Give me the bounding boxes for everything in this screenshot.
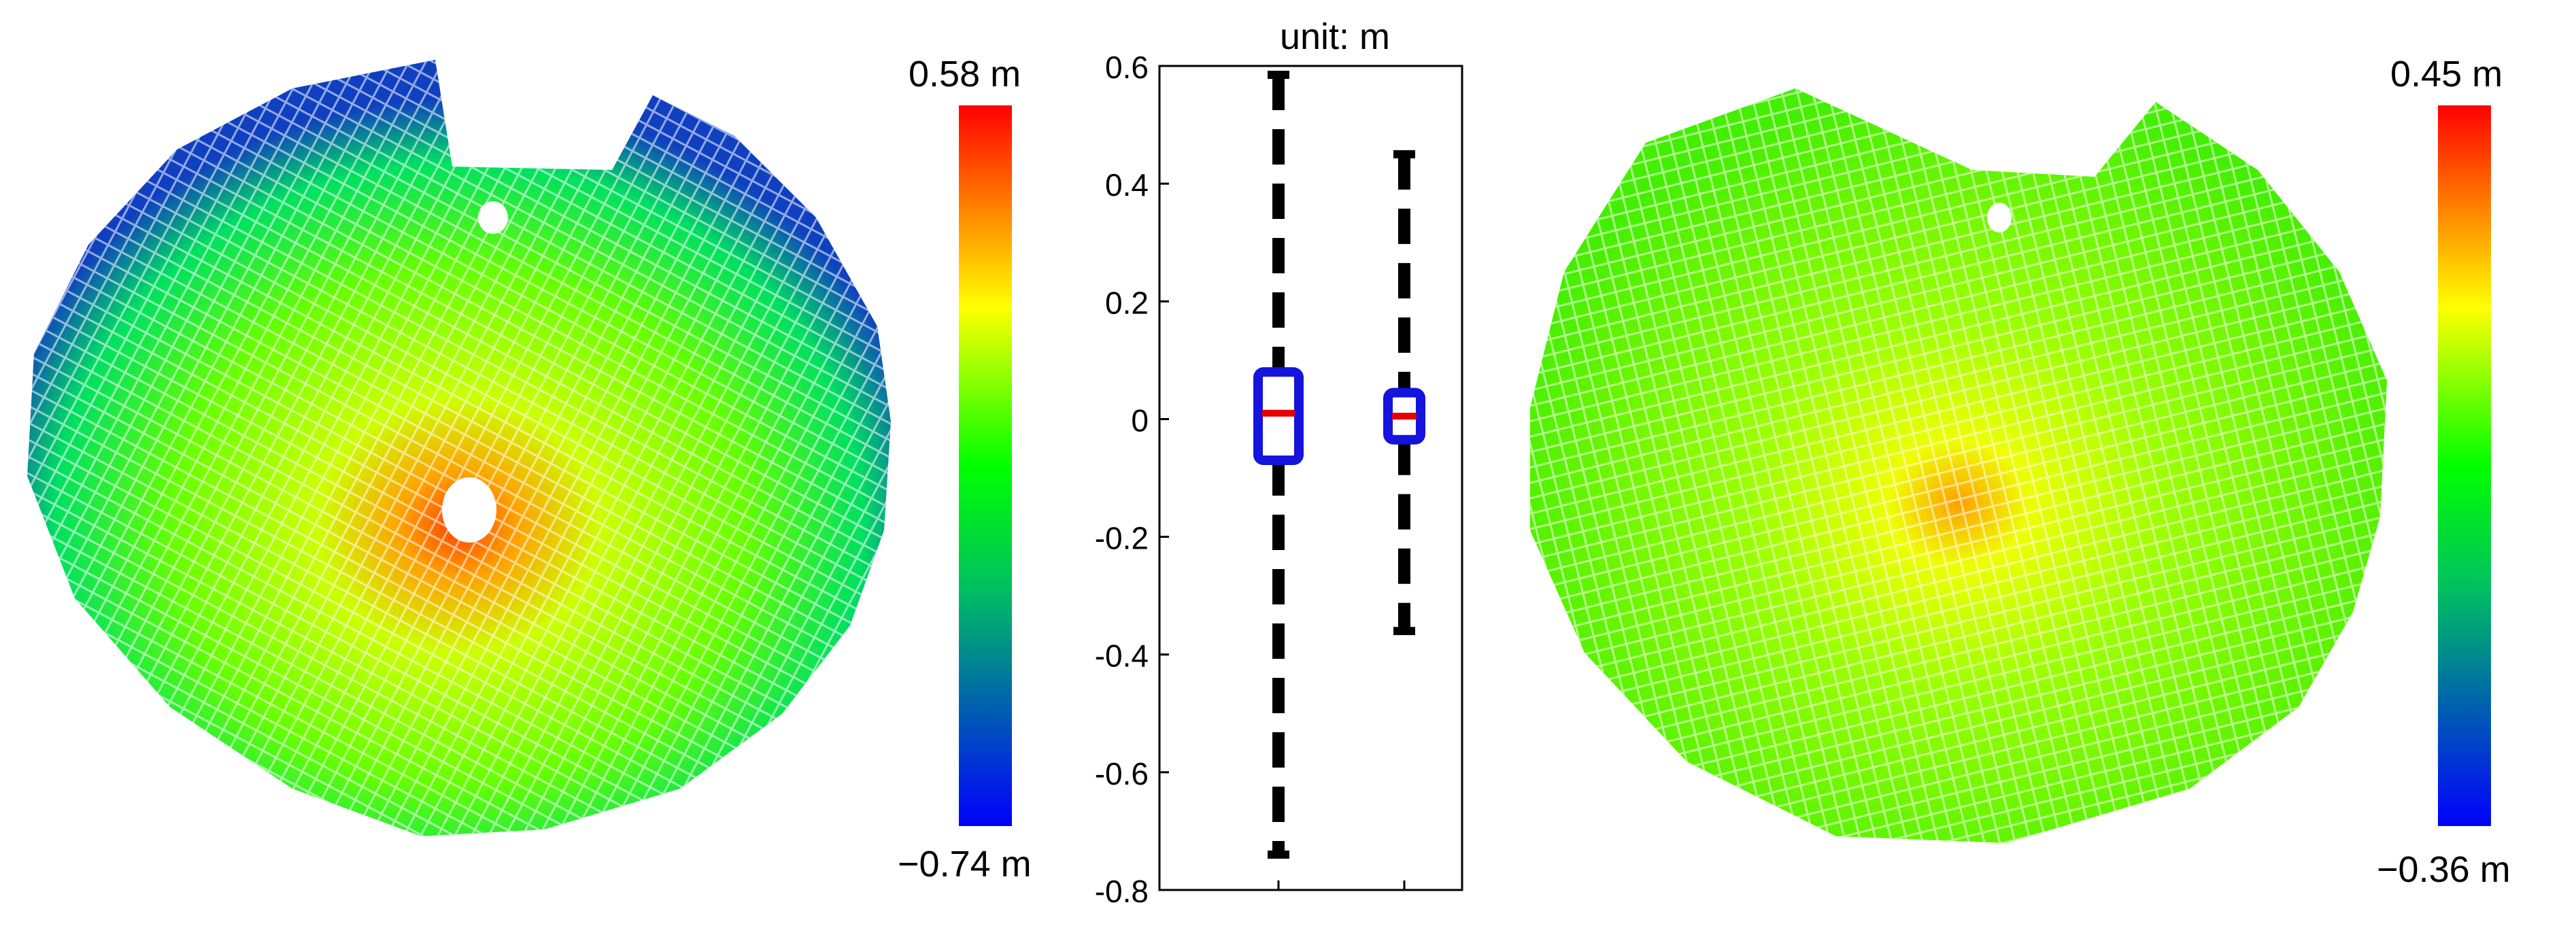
- right-colorbar: [2438, 105, 2491, 826]
- boxplot-axes-frame: [1158, 65, 1463, 891]
- left-colorbar: [959, 105, 1012, 826]
- y-tick-label: 0.4: [1105, 167, 1149, 203]
- y-tick-label: -0.2: [1095, 521, 1149, 556]
- left-point-cloud: [27, 60, 891, 836]
- boxplot-title: unit: m: [1280, 16, 1390, 57]
- right-colorbar-max-label: 0.45 m: [2390, 54, 2503, 95]
- left-center-hole: [442, 477, 496, 543]
- left-colorbar-max-label: 0.58 m: [909, 54, 1021, 95]
- left-colorbar-min-label: −0.74 m: [898, 844, 1032, 885]
- y-tick-label: -0.4: [1095, 638, 1149, 674]
- y-tick-label: 0: [1131, 402, 1149, 438]
- right-colorbar-min-label: −0.36 m: [2377, 849, 2511, 890]
- y-tick-label: 0.2: [1105, 285, 1149, 320]
- error-boxplot: unit: m 0.6 0.4 0.2 0 -0.2 -0.4 -0.6 -0.8: [1095, 16, 1463, 909]
- y-tick-label: -0.6: [1095, 756, 1149, 791]
- y-tick-label: -0.8: [1095, 874, 1149, 909]
- y-tick-label: 0.6: [1105, 50, 1149, 85]
- right-point-cloud: [1530, 88, 2387, 843]
